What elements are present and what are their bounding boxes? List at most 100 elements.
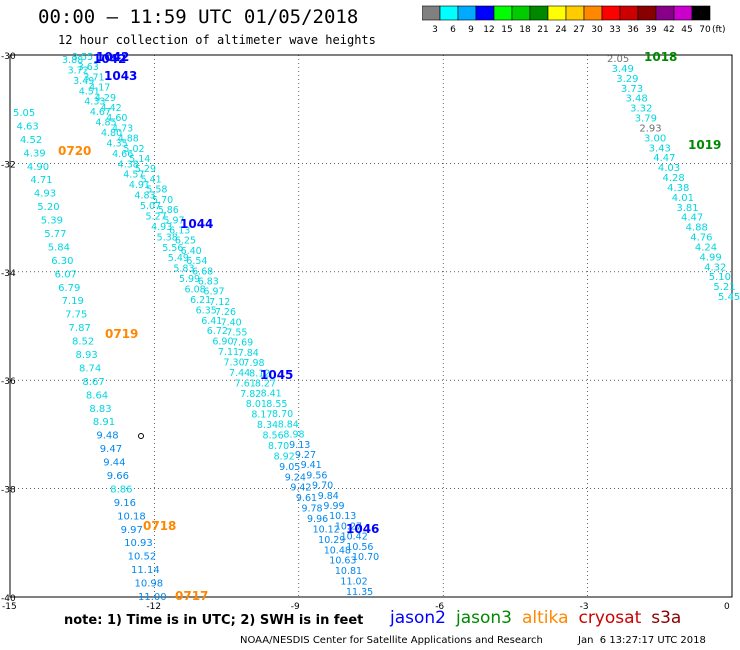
scale-label: 15 — [501, 25, 512, 35]
swh-label: 4.85 — [95, 118, 116, 129]
swh-label: 8.55 — [266, 399, 287, 410]
swh-label: 8.01 — [246, 399, 267, 410]
scale-label: 18 — [519, 25, 531, 35]
scale-label: 42 — [663, 25, 674, 35]
scale-label: 27 — [573, 25, 584, 35]
swh-label: 11.02 — [340, 577, 367, 588]
swh-label: 4.01 — [672, 193, 694, 204]
map-frame — [9, 54, 733, 598]
swh-label: 9.97 — [121, 525, 143, 536]
swh-label: 5.05 — [13, 108, 35, 119]
swh-label: 3.71 — [83, 72, 104, 83]
swh-label: 4.39 — [23, 148, 45, 159]
swh-label: 4.93 — [151, 222, 172, 233]
swh-label: 10.27 — [335, 521, 362, 532]
swh-label: 5.38 — [157, 232, 178, 243]
swh-label: 10.48 — [324, 545, 351, 556]
swh-label: 5.83 — [173, 264, 194, 275]
sat-legend-cryosat: cryosat — [578, 608, 642, 628]
swh-label: 4.32 — [704, 262, 726, 273]
swh-label: 2.05 — [607, 54, 629, 65]
swh-label: 4.76 — [690, 233, 712, 244]
swh-label: 10.29 — [318, 535, 345, 546]
swh-label: 4.57 — [123, 170, 144, 181]
swh-label: 7.19 — [62, 296, 84, 307]
pass-time-label: 1045 — [260, 368, 293, 382]
swh-label: 8.98 — [283, 430, 304, 441]
swh-label: 3.29 — [616, 74, 638, 85]
swh-label: 8.84 — [278, 419, 299, 430]
scale-label: 12 — [483, 25, 494, 35]
track-east: 2.053.493.293.733.483.323.792.933.003.43… — [607, 54, 740, 303]
swh-label: 10.93 — [124, 538, 153, 549]
swh-label: 8.56 — [262, 431, 283, 442]
swh-label: 9.41 — [301, 460, 322, 471]
swh-label: 5.21 — [713, 282, 735, 293]
swh-label: 3.55 — [72, 52, 93, 63]
swh-label: 5.07 — [140, 201, 161, 212]
swh-label: 5.20 — [37, 202, 59, 213]
scale-label: 21 — [537, 25, 548, 35]
wave-height-color-scale: 3 6 9 12 15 18 21 24 27 30 33 36 39 42 45 70 (ft) — [422, 5, 726, 35]
swh-label: 4.91 — [129, 180, 150, 191]
swh-label: 3.73 — [621, 84, 643, 95]
swh-label: 4.47 — [681, 213, 703, 224]
swh-label: 5.14 — [129, 154, 150, 165]
swh-label: 4.17 — [89, 83, 110, 94]
pass-time-label: 1046 — [346, 522, 379, 536]
swh-label: 3.43 — [649, 143, 671, 154]
pass-time-label: 1043 — [104, 69, 137, 83]
pass-time-label: 1044 — [180, 217, 213, 231]
swh-label: 4.38 — [118, 159, 139, 170]
scale-label: 70 — [699, 25, 711, 35]
swh-label: 9.78 — [301, 504, 322, 515]
swh-label: 10.13 — [329, 511, 356, 522]
swh-label: 8.64 — [86, 390, 108, 401]
swh-label: 7.55 — [226, 328, 247, 339]
map-title: 00:00 – 11:59 UTC 01/05/2018 — [38, 6, 359, 28]
scale-label: 30 — [591, 25, 603, 35]
marker-circle — [138, 433, 144, 439]
swh-label: 5.02 — [123, 144, 144, 155]
swh-label: 5.29 — [135, 164, 156, 175]
swh-label: 6.35 — [196, 305, 217, 316]
swh-label: 3.48 — [626, 94, 648, 105]
swh-label: 4.42 — [101, 103, 122, 114]
pass-time-label: 1018 — [644, 50, 677, 64]
swh-label: 4.83 — [134, 191, 155, 202]
swh-label: 7.87 — [69, 323, 91, 334]
swh-label: 4.67 — [90, 107, 111, 118]
swh-label: 7.84 — [238, 348, 259, 359]
sat-legend-s3a: s3a — [651, 608, 682, 628]
swh-label: 5.70 — [152, 195, 173, 206]
swh-label: 10.18 — [117, 511, 146, 522]
swh-label: 4.90 — [27, 162, 49, 173]
swh-label: 11.00 — [138, 592, 167, 603]
swh-label: 9.13 — [289, 440, 310, 451]
scale-label: 33 — [609, 25, 620, 35]
pass-time-label: 1042 — [93, 52, 126, 66]
swh-label: 6.72 — [207, 326, 228, 337]
swh-label: 6.68 — [192, 266, 213, 277]
lat-tick-label: -32 — [1, 160, 16, 170]
swh-label: 7.44 — [229, 368, 250, 379]
swh-label: 5.84 — [48, 242, 70, 253]
scale-label: 9 — [468, 25, 474, 35]
lon-tick-label: -6 — [435, 602, 444, 612]
swh-label: 5.86 — [158, 205, 179, 216]
swh-label: 4.73 — [112, 123, 133, 134]
swh-label: 10.98 — [135, 579, 164, 590]
swh-label: 8.27 — [255, 379, 276, 390]
swh-label: 3.00 — [644, 133, 666, 144]
swh-label: 10.52 — [128, 552, 157, 563]
map-subtitle: 12 hour collection of altimeter wave hei… — [58, 33, 376, 47]
scale-label: 45 — [681, 25, 692, 35]
swh-label: 5.49 — [168, 253, 189, 264]
swh-label: 11.14 — [131, 565, 160, 576]
swh-label: 4.60 — [106, 113, 127, 124]
swh-label: 4.28 — [663, 173, 685, 184]
swh-label: 5.56 — [162, 243, 183, 254]
credit-line: NOAA/NESDIS Center for Satellite Applica… — [240, 635, 543, 646]
swh-label: 5.45 — [718, 292, 740, 303]
scale-swatch — [691, 5, 711, 21]
